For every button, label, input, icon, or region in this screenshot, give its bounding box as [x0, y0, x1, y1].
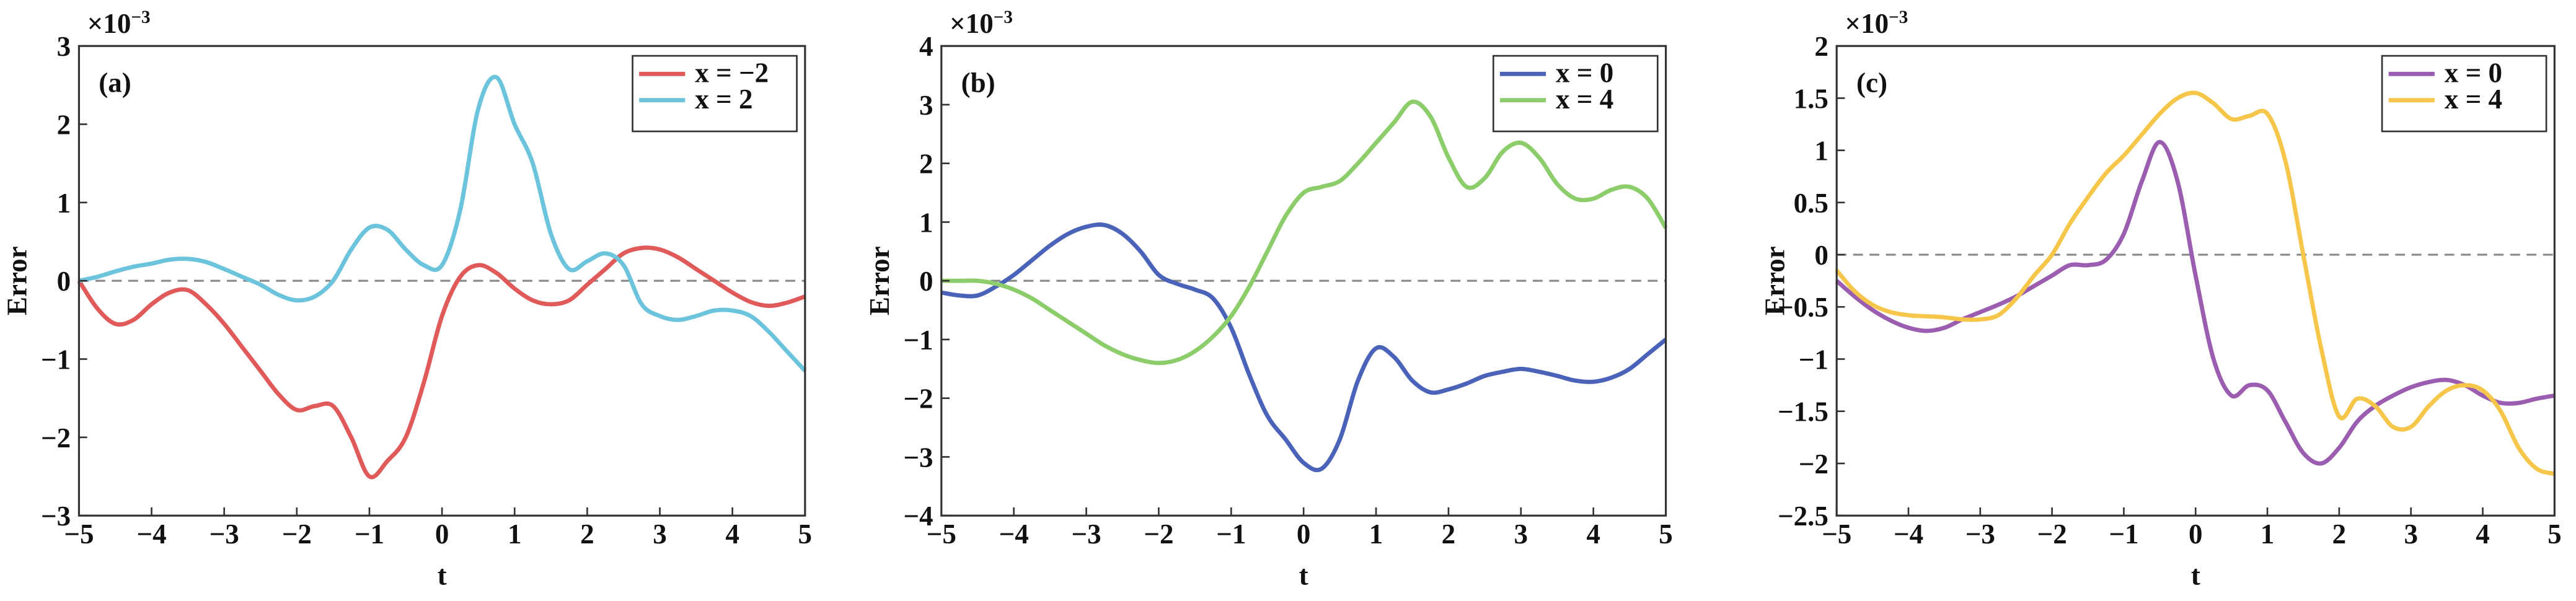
y-tick-label: 2: [919, 149, 933, 180]
legend-label: x = 4: [1556, 84, 1613, 115]
y-tick-label: 2: [1814, 31, 1828, 62]
x-tick-label: 0: [435, 519, 449, 550]
y-multiplier-exp: −3: [1889, 7, 1908, 27]
data-line: [941, 99, 1668, 366]
y-tick-label: −2.5: [1778, 501, 1828, 532]
x-tick-label: −2: [2037, 519, 2067, 550]
data-line: [77, 245, 806, 480]
legend-label: x = 4: [2445, 84, 2502, 115]
y-tick-label: 1: [1814, 136, 1828, 167]
y-multiplier-exp: −3: [131, 7, 150, 27]
y-axis-label: Error: [864, 246, 895, 315]
y-axis-label: Error: [1759, 246, 1790, 315]
x-tick-label: 3: [1514, 519, 1528, 550]
y-tick-label: 3: [57, 31, 71, 62]
y-tick-label: 1.5: [1794, 83, 1828, 114]
y-tick-label: −3: [41, 501, 71, 532]
x-tick-label: −1: [1216, 519, 1246, 550]
x-tick-label: 5: [1659, 519, 1673, 550]
x-tick-label: 2: [1442, 519, 1456, 550]
x-tick-label: −1: [355, 519, 384, 550]
x-axis-label: t: [2191, 559, 2200, 590]
x-tick-label: −3: [1071, 519, 1101, 550]
legend-box: [632, 55, 798, 133]
y-tick-label: −1.5: [1778, 397, 1828, 428]
y-tick-label: 3: [919, 90, 933, 121]
x-tick-label: 2: [580, 519, 594, 550]
x-tick-label: 5: [2547, 519, 2562, 550]
y-tick-label: −0.5: [1778, 292, 1828, 323]
x-tick-label: −4: [999, 519, 1029, 550]
panel-label: (c): [1856, 67, 1887, 98]
x-tick-label: 1: [1369, 519, 1383, 550]
data-line: [78, 74, 807, 372]
legend-label: x = 0: [2445, 58, 2502, 89]
x-tick-label: 4: [725, 519, 739, 550]
legend-box: [1492, 55, 1659, 133]
x-tick-label: 0: [1297, 519, 1311, 550]
y-tick-label: 4: [919, 31, 933, 62]
x-tick-label: −4: [136, 519, 166, 550]
x-tick-label: 3: [653, 519, 667, 550]
data-line: [1835, 90, 2556, 476]
x-tick-label: 1: [508, 519, 522, 550]
legend-box: [2381, 55, 2547, 133]
data-line: [1835, 139, 2555, 466]
x-tick-label: −1: [2109, 519, 2138, 550]
y-tick-label: −4: [903, 501, 933, 532]
x-axis-label: t: [1299, 559, 1308, 590]
x-tick-label: 1: [2261, 519, 2275, 550]
y-multiplier-base: ×10: [950, 8, 994, 39]
panel-label: (b): [961, 67, 995, 98]
x-tick-label: −5: [64, 519, 94, 550]
y-tick-label: −2: [1799, 449, 1828, 480]
y-tick-label: 0.5: [1794, 188, 1828, 219]
x-tick-label: −2: [1144, 519, 1173, 550]
y-multiplier-base: ×10: [87, 8, 131, 39]
y-tick-label: 1: [919, 207, 933, 238]
y-tick-label: −2: [903, 384, 933, 415]
x-tick-label: −4: [1894, 519, 1923, 550]
y-tick-label: 0: [1814, 240, 1828, 271]
x-tick-label: −3: [1965, 519, 1995, 550]
data-line: [941, 222, 1667, 473]
y-tick-label: −2: [41, 423, 71, 454]
y-tick-label: 2: [57, 109, 71, 140]
x-tick-label: 2: [2332, 519, 2347, 550]
y-multiplier-exp: −3: [994, 7, 1013, 27]
x-tick-label: −5: [1822, 519, 1851, 550]
y-tick-label: 1: [57, 188, 71, 219]
y-multiplier: ×10−3: [87, 7, 151, 39]
y-tick-label: 0: [919, 266, 933, 297]
x-tick-label: −5: [927, 519, 956, 550]
x-tick-label: 0: [2189, 519, 2203, 550]
y-multiplier-base: ×10: [1845, 8, 1889, 39]
x-tick-label: 3: [2404, 519, 2418, 550]
y-tick-label: −3: [903, 442, 933, 473]
y-tick-label: −1: [903, 325, 933, 356]
y-multiplier: ×10−3: [1845, 7, 1908, 39]
x-tick-label: 5: [798, 519, 813, 550]
legend-label: x = 2: [695, 84, 752, 115]
x-tick-label: 4: [1586, 519, 1600, 550]
y-tick-label: −1: [1799, 344, 1828, 375]
x-axis-label: t: [438, 559, 447, 590]
legend-label: x = −2: [695, 58, 769, 89]
y-tick-label: 0: [57, 266, 71, 297]
x-tick-label: −2: [282, 519, 312, 550]
legend-label: x = 0: [1556, 58, 1613, 89]
x-tick-label: 4: [2476, 519, 2490, 550]
x-tick-label: −3: [210, 519, 239, 550]
y-multiplier: ×10−3: [950, 7, 1013, 39]
panel-label: (a): [99, 67, 131, 98]
y-tick-label: −1: [41, 344, 71, 375]
y-axis-label: Error: [2, 246, 33, 315]
